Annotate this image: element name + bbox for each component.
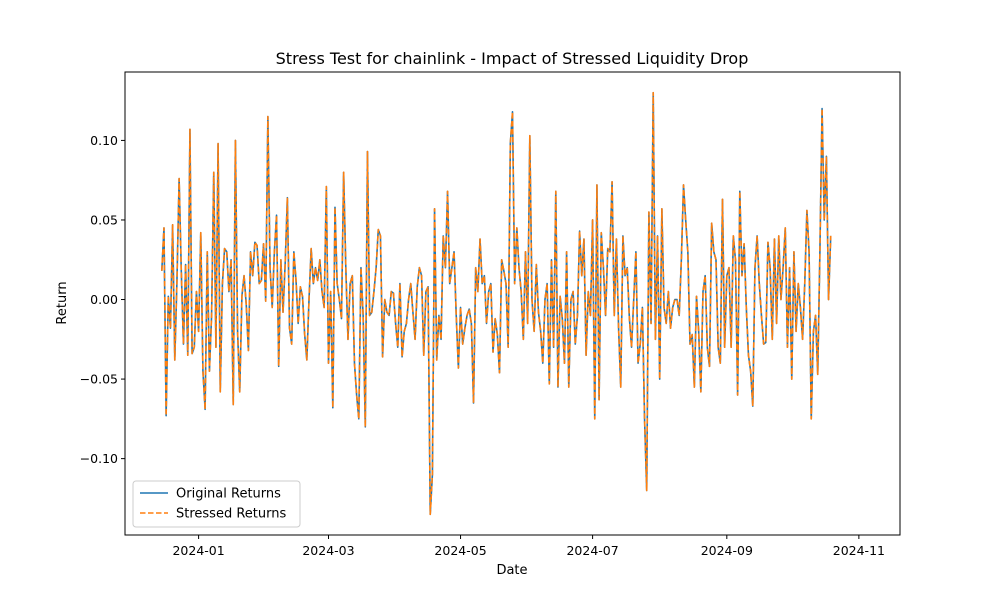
y-tick-label-4: −0.10 (80, 451, 118, 466)
y-axis-label: Return (55, 281, 70, 324)
legend-box (132, 480, 301, 528)
x-tick-label-4: 2024-09 (701, 543, 753, 558)
y-tick-label-0: 0.10 (90, 133, 118, 148)
plot-frame (124, 71, 901, 536)
x-tick-label-3: 2024-07 (566, 543, 618, 558)
y-tick-label-2: 0.00 (90, 292, 118, 307)
y-tick-label-3: −0.05 (80, 372, 118, 387)
x-tick-label-1: 2024-03 (302, 543, 354, 558)
y-tick-label-1: 0.05 (90, 212, 118, 227)
series-line-stressed-returns (161, 91, 832, 516)
x-axis-label: Date (496, 563, 527, 578)
y-axis: 0.10 0.05 0.00 −0.05 −0.10 (80, 133, 125, 466)
legend-label-0: Original Returns (176, 487, 281, 502)
x-tick-label-2: 2024-05 (434, 543, 486, 558)
plot-area (161, 91, 832, 516)
legend-label-1: Stressed Returns (176, 507, 286, 522)
x-axis: 2024-01 2024-03 2024-05 2024-07 2024-09 2024-… (172, 535, 885, 558)
x-tick-label-5: 2024-11 (833, 543, 885, 558)
legend: Original Returns Stressed Returns (132, 480, 301, 528)
x-tick-label-0: 2024-01 (172, 543, 224, 558)
chart-title: Stress Test for chainlink - Impact of St… (276, 49, 749, 68)
